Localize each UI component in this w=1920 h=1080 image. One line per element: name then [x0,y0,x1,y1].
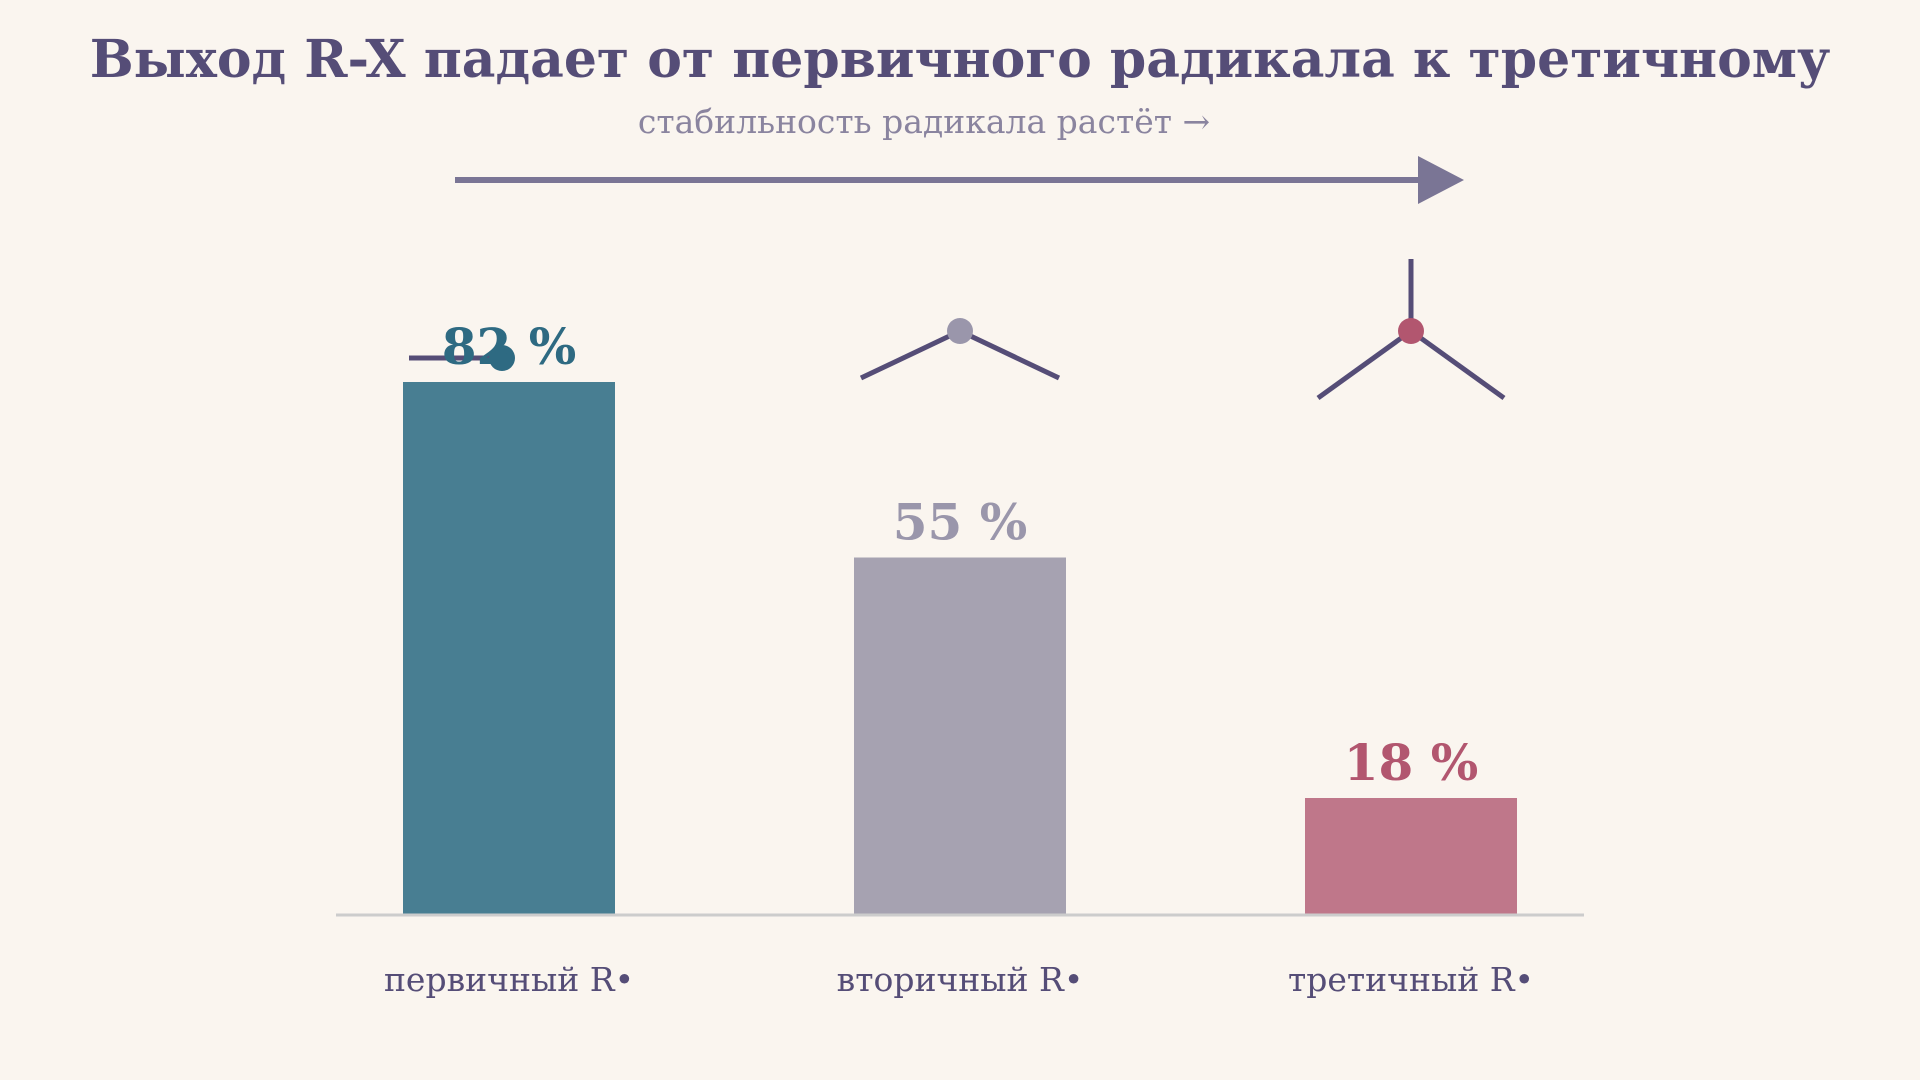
category-label-1: первичный R• [384,960,634,999]
bar-3 [1305,798,1517,915]
secondary-radical-dot [947,318,973,344]
stability-arrow [455,156,1464,204]
tertiary-radical-structure [1316,259,1506,401]
value-label-1: 82 % [442,317,577,376]
bars [403,382,1517,915]
radical-structures [409,259,1506,401]
category-label-2: вторичный R• [837,960,1084,999]
bar-2 [854,557,1066,915]
chart-subtitle: стабильность радикала растёт → [638,102,1210,141]
category-labels: первичный R• вторичный R• третичный R• [384,960,1534,999]
secondary-bond-left [859,328,962,381]
primary-radical-structure [409,345,515,371]
secondary-bond-right [958,328,1061,381]
tertiary-radical-dot [1398,318,1424,344]
chart-title: Выход R-X падает от первичного радикала … [90,29,1831,90]
stability-arrow-head [1418,156,1464,204]
category-label-3: третичный R• [1288,960,1534,999]
value-labels: 82 % 55 % 18 % [442,317,1479,792]
value-label-2: 55 % [893,493,1028,552]
primary-radical-dot [489,345,515,371]
tertiary-bond-left [1316,328,1413,401]
secondary-radical-structure [859,318,1061,381]
tertiary-bond-right [1409,328,1506,401]
value-label-3: 18 % [1344,733,1479,792]
bar-1 [403,382,615,915]
